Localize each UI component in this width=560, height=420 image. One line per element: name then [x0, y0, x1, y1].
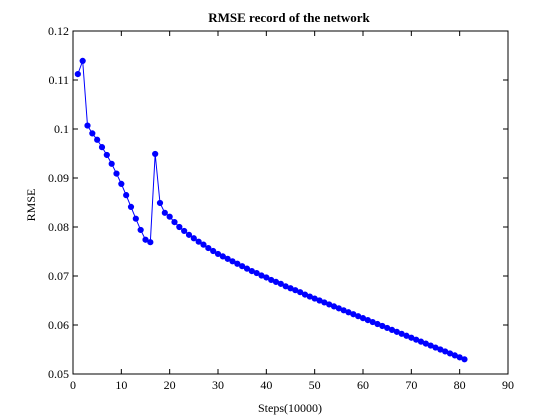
data-point	[142, 236, 149, 243]
data-point	[185, 231, 193, 238]
data-point	[94, 136, 101, 143]
data-point	[277, 280, 284, 287]
x-tick-label: 50	[309, 378, 321, 392]
data-point	[229, 258, 236, 265]
data-point	[156, 199, 164, 207]
data-point	[108, 160, 115, 167]
y-tick-label: 0.12	[48, 24, 69, 38]
data-point	[205, 244, 212, 252]
data-point	[243, 265, 251, 272]
data-point	[103, 151, 110, 159]
data-point	[224, 255, 231, 262]
data-point	[239, 263, 246, 270]
data-point	[123, 192, 130, 199]
data-point	[166, 213, 173, 220]
data-point	[127, 203, 135, 211]
data-point	[214, 250, 222, 258]
y-tick-label: 0.08	[48, 220, 69, 234]
y-tick-label: 0.06	[48, 318, 69, 332]
y-tick-label: 0.09	[48, 171, 69, 185]
data-point	[181, 227, 188, 235]
data-point	[176, 223, 183, 231]
data-point	[84, 122, 91, 129]
data-point	[219, 253, 226, 260]
x-tick-label: 0	[70, 378, 76, 392]
data-point	[195, 238, 202, 245]
data-series	[74, 57, 468, 363]
data-point	[147, 239, 154, 246]
data-point	[171, 219, 178, 226]
axis-ticks: 0 10 20 30 40 50 60 70 80 90 0.05 0.06 0.07 0.08 0.09 0…	[48, 24, 514, 392]
x-axis-label: Steps(10000)	[258, 401, 322, 415]
data-point	[137, 226, 144, 234]
x-tick-label: 40	[260, 378, 272, 392]
data-point	[74, 71, 81, 78]
data-point	[113, 170, 120, 177]
data-point	[263, 274, 270, 281]
y-tick-label: 0.1	[54, 122, 69, 136]
data-point	[118, 180, 125, 187]
data-point	[98, 144, 106, 151]
data-point	[461, 356, 468, 363]
x-tick-label: 70	[405, 378, 417, 392]
chart-title: RMSE record of the network	[208, 10, 370, 25]
x-tick-label: 10	[115, 378, 127, 392]
data-point	[210, 247, 217, 255]
x-tick-label: 20	[164, 378, 176, 392]
data-point	[152, 150, 159, 158]
data-point	[89, 130, 96, 137]
y-tick-label: 0.07	[48, 269, 69, 283]
data-point	[297, 289, 304, 296]
data-point	[234, 260, 241, 267]
y-tick-label: 0.11	[48, 73, 69, 87]
y-axis-label: RMSE	[24, 189, 38, 222]
x-tick-label: 90	[502, 378, 514, 392]
y-tick-label: 0.05	[48, 367, 69, 381]
data-point	[200, 241, 207, 248]
data-point	[161, 209, 168, 216]
data-point	[190, 235, 197, 242]
data-point	[253, 269, 260, 277]
data-point	[79, 57, 86, 64]
plot-area	[72, 30, 509, 375]
x-tick-label: 80	[454, 378, 466, 392]
x-tick-label: 60	[357, 378, 369, 392]
x-tick-label: 30	[212, 378, 224, 392]
data-point	[132, 215, 139, 222]
